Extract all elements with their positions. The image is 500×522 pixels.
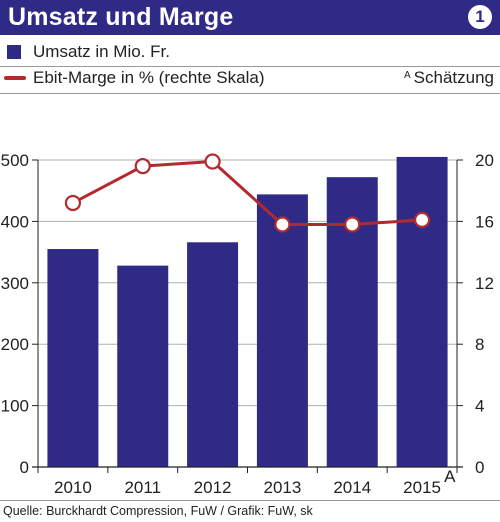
y2-tick-label: 12 <box>475 274 494 293</box>
y2-tick-label: 0 <box>475 458 484 477</box>
source-divider <box>0 500 500 501</box>
y-tick-label: 500 <box>1 151 29 170</box>
bar <box>117 265 169 467</box>
x-tick-suffix: A <box>444 467 456 486</box>
legend-item-bar: Umsatz in Mio. Fr. <box>0 41 500 67</box>
estimate-note: A Schätzung <box>404 68 494 88</box>
legend-divider-bottom <box>0 93 500 94</box>
y-tick-label: 0 <box>20 458 29 477</box>
y-tick-label: 300 <box>1 274 29 293</box>
y-tick-label: 200 <box>1 335 29 354</box>
bar <box>187 242 239 467</box>
figure-number-badge: 1 <box>468 5 492 29</box>
title-bar: Umsatz und Marge 1 <box>0 0 500 35</box>
y2-tick-label: 16 <box>475 212 494 231</box>
y2-tick-label: 8 <box>475 335 484 354</box>
source-note: Quelle: Burckhardt Compression, FuW / Gr… <box>3 504 313 518</box>
x-tick-label: 2010 <box>54 478 92 497</box>
legend-bar-swatch <box>7 45 21 59</box>
legend-bar-label: Umsatz in Mio. Fr. <box>33 42 170 61</box>
y2-tick-label: 4 <box>475 397 484 416</box>
x-tick-label: 2011 <box>124 478 161 497</box>
margin-point <box>274 216 291 233</box>
estimate-marker: A <box>403 70 411 81</box>
margin-line <box>72 160 423 226</box>
y2-tick-label: 20 <box>475 151 494 170</box>
margin-point <box>344 216 361 233</box>
x-tick-label: 2012 <box>194 478 232 497</box>
margin-point <box>204 153 221 170</box>
legend-line-label: Ebit-Marge in % (rechte Skala) <box>33 68 265 87</box>
x-tick-label: 2015 <box>403 478 441 497</box>
legend-line-swatch <box>4 76 26 80</box>
margin-point <box>134 158 151 175</box>
estimate-note-text: Schätzung <box>413 68 494 87</box>
margin-point <box>64 194 82 212</box>
chart-title: Umsatz und Marge <box>8 3 234 31</box>
x-tick-label: 2013 <box>264 478 302 497</box>
margin-point <box>413 211 431 228</box>
legend-divider <box>0 66 500 67</box>
x-tick-label: 2014 <box>333 478 371 497</box>
bar <box>396 156 448 467</box>
y-tick-label: 400 <box>1 212 29 231</box>
legend-item-line: Ebit-Marge in % (rechte Skala) A Schätzun… <box>0 67 500 93</box>
bar <box>47 249 99 467</box>
bar <box>256 194 308 467</box>
y-tick-label: 100 <box>1 397 29 416</box>
